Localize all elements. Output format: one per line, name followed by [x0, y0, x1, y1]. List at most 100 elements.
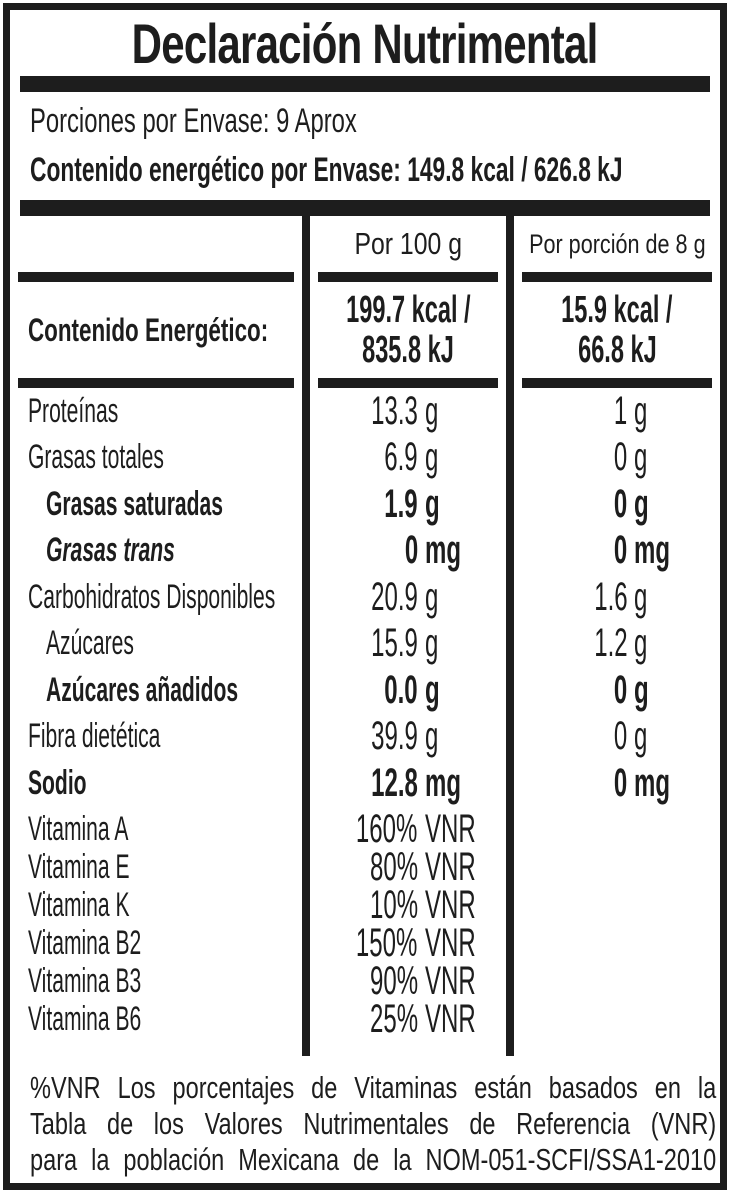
nutrient-row: Vitamina B6 25% VNR — [10, 996, 720, 1042]
nutrient-label-cell: Vitamina A — [10, 807, 302, 852]
nutrient-row: Vitamina E 80% VNR — [10, 844, 720, 890]
nutrient-label: Sodio — [28, 763, 87, 802]
nutrient-label: Vitamina K — [28, 885, 130, 924]
portion-number: 0 — [613, 714, 628, 759]
column-divider — [506, 574, 514, 621]
per100-number: 0 — [404, 528, 418, 573]
portion-value-cell: 0 g — [514, 481, 720, 528]
energy-per-package: Contenido energético por Envase: 149.8 k… — [30, 151, 623, 189]
per100-value-cell: 13.3 g — [310, 388, 506, 435]
per100-unit: g — [424, 388, 439, 433]
vnr-footnote-line: para la población Mexicana de la NOM-051… — [30, 1141, 717, 1177]
nutrition-label: Declaración Nutrimental Porciones por En… — [3, 3, 727, 1190]
portion-unit: g — [634, 667, 649, 712]
column-divider — [506, 378, 514, 388]
nutrient-label-cell: Carbohidratos Disponibles — [10, 574, 302, 621]
energy-per100-line1: 199.7 kcal / — [345, 289, 471, 331]
column-divider — [506, 667, 514, 714]
nutrient-label: Grasas trans — [46, 531, 175, 570]
per100-value-cell: 150% VNR — [310, 921, 506, 966]
nutrient-label: Carbohidratos Disponibles — [28, 577, 276, 616]
nutrient-row: Vitamina K 10% VNR — [10, 882, 720, 928]
column-divider — [302, 882, 310, 928]
portion-value-cell: 1 g — [514, 388, 720, 435]
energy-line-wrap: Contenido energético por Envase: 149.8 k… — [30, 151, 720, 190]
column-divider — [302, 1034, 310, 1056]
nutrient-rows: Proteínas 13.3 g 1 g Grasas totales 6.9 … — [10, 388, 720, 1042]
portion-unit: g — [634, 435, 648, 480]
nutrient-label-cell: Vitamina K — [10, 883, 302, 928]
divider-bar-top — [20, 76, 710, 92]
energy-per100-cell: 199.7 kcal / 835.8 kJ — [310, 282, 506, 378]
per100-number: 90% — [369, 958, 418, 1003]
portion-value-cell: 1.2 g — [514, 621, 720, 668]
portion-unit: mg — [634, 528, 671, 573]
per100-unit: g — [424, 435, 439, 480]
column-divider — [506, 620, 514, 667]
column-divider — [506, 920, 514, 966]
energy-label-cell: Contenido Energético: — [10, 282, 302, 378]
column-divider — [506, 760, 514, 807]
per100-value-cell: 39.9 g — [310, 714, 506, 761]
nutrient-label-cell: Vitamina B2 — [10, 921, 302, 966]
column-divider — [302, 920, 310, 966]
per100-unit: VNR — [424, 996, 476, 1041]
rule-segment — [522, 378, 712, 388]
energy-portion-line1: 15.9 kcal / — [561, 289, 673, 331]
per100-unit: g — [424, 481, 440, 526]
per100-value-cell: 0.0 g — [310, 667, 506, 714]
nutrient-label: Vitamina E — [28, 847, 130, 886]
energy-row: Contenido Energético: 199.7 kcal / 835.8… — [10, 282, 720, 378]
per100-value-cell: 12.8 mg — [310, 760, 506, 807]
column-divider — [302, 527, 310, 574]
per100-unit: VNR — [424, 958, 476, 1003]
per100-number: 6.9 — [384, 435, 418, 480]
nutrient-row: Sodio 12.8 mg 0 mg — [10, 760, 720, 807]
nutrient-row: Grasas trans 0 mg 0 mg — [10, 527, 720, 575]
nutrient-label: Fibra dietética — [28, 717, 161, 756]
nutrient-row: Azúcares añadidos 0.0 g 0 g — [10, 667, 720, 714]
nutrient-row: Grasas totales 6.9 g 0 g — [10, 434, 720, 482]
per100-header-cell: Por 100 g — [310, 216, 506, 272]
per100-value-cell: 15.9 g — [310, 621, 506, 668]
per100-unit: mg — [424, 528, 461, 573]
nutrient-row: Fibra dietética 39.9 g 0 g — [10, 713, 720, 761]
energy-per100-line2: 835.8 kJ — [362, 329, 454, 371]
portion-number: 0 — [613, 667, 628, 712]
portion-unit: g — [634, 714, 648, 759]
vnr-footnote-line: Tabla de los Valores Nutrimentales de Re… — [30, 1105, 717, 1141]
column-divider — [506, 996, 514, 1042]
column-divider — [506, 1034, 514, 1056]
portion-number: 1.2 — [593, 621, 628, 666]
per100-number: 15.9 — [371, 621, 418, 666]
per100-number: 0.0 — [384, 667, 418, 712]
portion-value-cell: 1.6 g — [514, 574, 720, 621]
per100-unit: g — [424, 667, 440, 712]
per100-number: 39.9 — [371, 714, 418, 759]
per100-unit: VNR — [424, 806, 476, 851]
table-header-row: Por 100 g Por porción de 8 g — [10, 216, 720, 272]
nutrient-label-cell: Fibra dietética — [10, 714, 302, 761]
column-divider — [302, 282, 310, 378]
per100-header: Por 100 g — [354, 226, 462, 261]
table-tail-row — [10, 1034, 720, 1056]
per100-number: 10% — [369, 882, 418, 927]
per100-number: 80% — [369, 844, 418, 889]
per100-value-cell: 10% VNR — [310, 883, 506, 928]
per100-value-cell: 80% VNR — [310, 845, 506, 890]
nutrient-label-cell: Azúcares — [10, 621, 302, 668]
column-divider — [302, 574, 310, 621]
column-divider — [302, 844, 310, 890]
column-divider — [302, 760, 310, 807]
nutrient-row: Vitamina B3 90% VNR — [10, 958, 720, 1004]
portion-number: 0 — [613, 528, 628, 573]
per100-value-cell: 6.9 g — [310, 435, 506, 482]
nutrient-row: Azúcares 15.9 g 1.2 g — [10, 620, 720, 668]
energy-portion-cell: 15.9 kcal / 66.8 kJ — [514, 282, 720, 378]
nutrient-label-cell: Vitamina B6 — [10, 997, 302, 1042]
per100-value-cell: 0 mg — [310, 528, 506, 575]
portion-value-cell: 0 g — [514, 714, 720, 761]
portion-unit: g — [634, 481, 649, 526]
nutrient-label-cell: Vitamina E — [10, 845, 302, 890]
nutrient-label: Grasas totales — [28, 438, 164, 477]
